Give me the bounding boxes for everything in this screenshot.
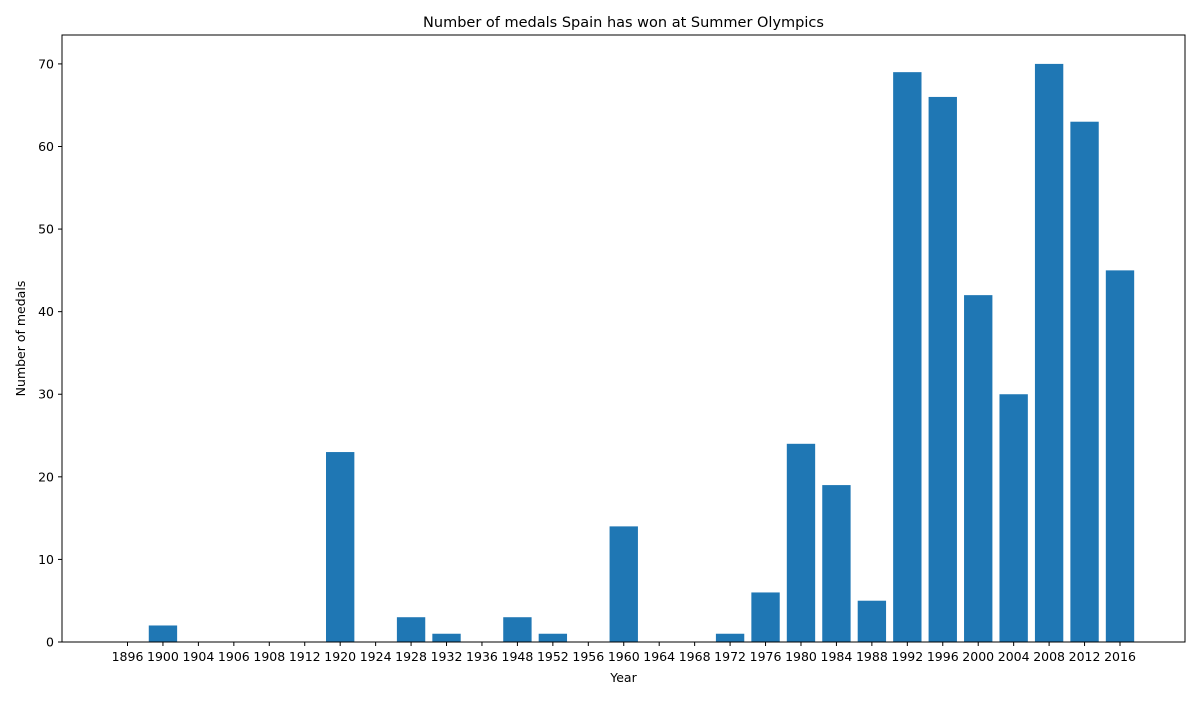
bars-layer — [148, 63, 1135, 642]
x-tick-label: 1936 — [466, 649, 498, 664]
y-tick-label: 30 — [38, 387, 54, 402]
bar-1900 — [148, 625, 178, 642]
y-tick-label: 10 — [38, 552, 54, 567]
bar-1928 — [396, 617, 426, 642]
bar-1920 — [326, 452, 355, 642]
x-tick-label: 1968 — [679, 649, 711, 664]
x-tick-label: 1932 — [431, 649, 463, 664]
y-tick-label: 20 — [38, 469, 54, 484]
x-tick-label: 1960 — [608, 649, 640, 664]
bar-1984 — [822, 485, 851, 642]
bar-1960 — [609, 526, 638, 642]
bar-1976 — [751, 592, 780, 642]
x-tick-label: 1908 — [253, 649, 285, 664]
x-tick-label: 1912 — [289, 649, 321, 664]
x-tick-label: 1972 — [714, 649, 746, 664]
x-tick-label: 1920 — [324, 649, 356, 664]
x-tick-label: 2000 — [962, 649, 994, 664]
bar-1992 — [893, 72, 922, 642]
bar-1952 — [538, 633, 568, 642]
x-tick-label: 2008 — [1033, 649, 1065, 664]
x-tick-label: 1952 — [537, 649, 569, 664]
x-tick-label: 1924 — [360, 649, 392, 664]
bar-1988 — [857, 600, 887, 642]
chart-title: Number of medals Spain has won at Summer… — [423, 15, 824, 31]
bar-1932 — [432, 633, 461, 642]
x-tick-label: 1900 — [147, 649, 179, 664]
plot-frame — [61, 34, 1186, 643]
x-tick-label: 1992 — [891, 649, 923, 664]
y-tick-label: 50 — [38, 222, 54, 237]
bar-1996 — [928, 96, 957, 642]
x-tick-label: 1996 — [927, 649, 959, 664]
y-axis-label: Number of medals — [13, 281, 28, 397]
x-tick-label: 1976 — [750, 649, 782, 664]
x-tick-label: 1928 — [395, 649, 427, 664]
x-tick-label: 1984 — [821, 649, 853, 664]
x-tick-label: 1964 — [643, 649, 675, 664]
x-tick-label: 1948 — [502, 649, 534, 664]
x-tick-label: 1988 — [856, 649, 888, 664]
x-tick-label: 1980 — [785, 649, 817, 664]
bar-2004 — [999, 394, 1028, 642]
bar-2012 — [1070, 121, 1099, 642]
x-tick-label: 1904 — [182, 649, 214, 664]
bar-2008 — [1034, 63, 1064, 642]
y-tick-label: 40 — [38, 304, 54, 319]
bar-1980 — [786, 443, 816, 642]
bar-2016 — [1105, 270, 1135, 642]
x-tick-label: 1896 — [112, 649, 144, 664]
y-tick-label: 0 — [46, 635, 54, 650]
bar-1948 — [503, 617, 532, 642]
bar-1972 — [715, 633, 745, 642]
x-tick-label: 1906 — [218, 649, 250, 664]
x-tick-label: 2016 — [1104, 649, 1136, 664]
y-tick-label: 60 — [38, 139, 54, 154]
x-axis-ticks: 1896 1900 1904 1906 1908 1912 1920 1924 1928 1932… — [112, 642, 1136, 664]
bar-2000 — [964, 295, 993, 642]
y-tick-label: 70 — [38, 56, 54, 71]
x-axis-label: Year — [609, 670, 637, 685]
y-axis-ticks: 0 10 20 30 40 50 60 70 — [38, 56, 62, 650]
x-tick-label: 1956 — [572, 649, 604, 664]
x-tick-label: 2004 — [998, 649, 1030, 664]
x-tick-label: 2012 — [1069, 649, 1101, 664]
